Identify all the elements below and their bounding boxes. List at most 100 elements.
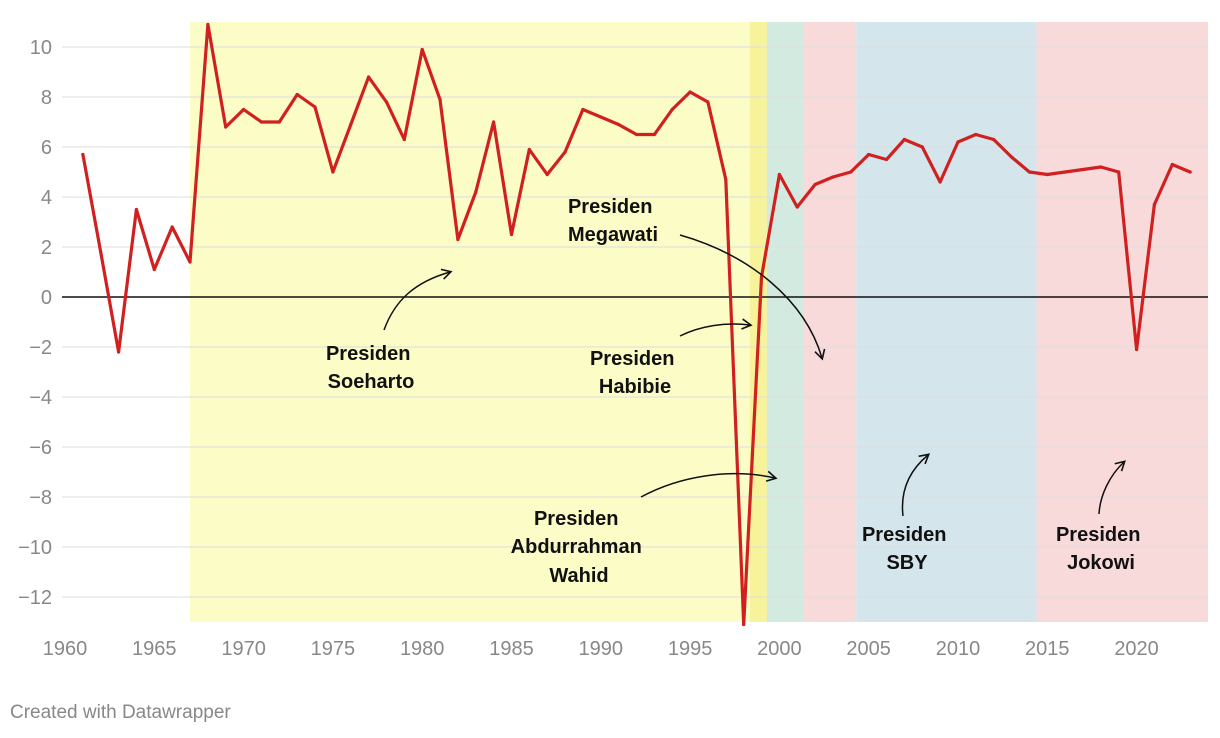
data-point-2008 xyxy=(920,145,924,149)
x-tick-label: 2005 xyxy=(846,638,891,660)
label-habibie: Presiden Habibie xyxy=(590,348,680,398)
term-band-3 xyxy=(803,22,857,622)
data-point-1968 xyxy=(206,22,210,27)
x-tick-label: 1960 xyxy=(43,638,88,660)
data-point-1984 xyxy=(492,120,496,124)
data-point-1990 xyxy=(599,115,603,119)
data-point-1988 xyxy=(563,150,567,154)
data-point-1967 xyxy=(188,260,192,264)
data-point-1971 xyxy=(259,120,264,124)
data-point-1989 xyxy=(581,107,585,112)
data-point-2016 xyxy=(1063,170,1067,174)
data-point-2009 xyxy=(938,180,942,184)
data-point-1996 xyxy=(706,100,710,104)
data-point-2017 xyxy=(1081,167,1085,172)
data-point-1987 xyxy=(545,172,549,177)
data-point-1963 xyxy=(116,350,121,354)
data-points xyxy=(81,22,1192,627)
x-axis-ticks: 1960 1965 1970 1975 1980 1985 1990 1995 2000 2005… xyxy=(43,638,1159,660)
arrow-soeharto xyxy=(383,268,453,331)
data-point-2001 xyxy=(795,205,799,209)
x-tick-label: 1980 xyxy=(400,638,445,660)
data-point-1997 xyxy=(724,177,728,182)
data-point-1982 xyxy=(456,237,460,242)
data-point-2020 xyxy=(1134,347,1139,352)
data-point-1995 xyxy=(688,90,692,94)
term-band-5 xyxy=(1036,22,1208,622)
x-tick-label: 1985 xyxy=(489,638,534,660)
y-tick-label: 10 xyxy=(30,37,52,59)
term-band-4 xyxy=(856,22,1037,622)
data-point-2014 xyxy=(1027,170,1032,174)
y-tick-label: −12 xyxy=(18,587,52,609)
data-point-2019 xyxy=(1117,170,1121,174)
data-point-2000 xyxy=(777,172,781,177)
data-point-2012 xyxy=(992,137,996,142)
y-tick-label: 8 xyxy=(41,87,52,109)
data-point-1983 xyxy=(474,190,478,194)
data-point-2023 xyxy=(1188,170,1192,174)
data-point-2003 xyxy=(831,175,835,179)
data-point-2004 xyxy=(849,170,853,174)
y-tick-label: 2 xyxy=(41,237,52,259)
data-point-1976 xyxy=(349,122,353,127)
x-tick-label: 2000 xyxy=(757,638,802,660)
x-tick-label: 1965 xyxy=(132,638,177,660)
data-point-1964 xyxy=(134,207,139,212)
data-point-1970 xyxy=(241,107,246,112)
data-point-1973 xyxy=(295,92,299,97)
data-point-1961 xyxy=(81,152,85,157)
annotation-arrows xyxy=(383,234,1126,517)
y-axis-ticks: 10 8 6 4 2 0 −2 −4 −6 −8 −10 −12 xyxy=(18,37,52,609)
label-wahid: Presiden Abdurrahman Wahid xyxy=(511,508,648,587)
data-point-2005 xyxy=(867,152,871,157)
data-point-1977 xyxy=(367,75,371,79)
data-point-1991 xyxy=(617,122,621,127)
y-tick-label: 0 xyxy=(41,287,52,309)
data-point-2011 xyxy=(974,132,978,137)
data-point-2007 xyxy=(902,137,906,142)
x-tick-label: 2015 xyxy=(1025,638,1070,660)
data-point-1978 xyxy=(384,100,389,104)
data-point-2013 xyxy=(1009,155,1014,159)
x-tick-label: 2020 xyxy=(1114,638,1159,660)
data-point-2010 xyxy=(956,140,960,144)
data-point-1974 xyxy=(313,105,317,109)
data-point-1986 xyxy=(527,147,531,152)
data-point-1980 xyxy=(420,47,424,52)
data-point-2018 xyxy=(1099,165,1103,169)
x-tick-label: 1995 xyxy=(668,638,713,660)
arrow-jokowi xyxy=(1098,460,1126,515)
data-point-1979 xyxy=(402,137,406,142)
arrow-wahid xyxy=(640,470,778,498)
y-tick-label: 6 xyxy=(41,137,52,159)
data-point-1992 xyxy=(634,132,639,137)
y-tick-label: −4 xyxy=(29,387,52,409)
y-tick-label: −2 xyxy=(29,337,52,359)
x-tick-label: 1975 xyxy=(311,638,356,660)
data-point-1994 xyxy=(670,107,674,112)
term-band-2 xyxy=(766,22,804,622)
data-point-1993 xyxy=(652,132,656,137)
president-term-bands xyxy=(190,22,1208,622)
data-point-1998 xyxy=(742,622,746,627)
data-point-1975 xyxy=(331,170,335,174)
data-point-1965 xyxy=(152,267,156,272)
y-tick-label: −8 xyxy=(29,487,52,509)
data-point-1981 xyxy=(438,97,442,102)
y-tick-label: −10 xyxy=(18,537,52,559)
data-point-1972 xyxy=(277,120,281,124)
x-tick-label: 1990 xyxy=(579,638,624,660)
label-sby: Presiden SBY xyxy=(862,524,952,574)
x-tick-label: 1970 xyxy=(221,638,266,660)
data-point-1962 xyxy=(99,250,103,254)
datawrapper-credit: Created with Datawrapper xyxy=(10,702,231,723)
label-jokowi: Presiden Jokowi xyxy=(1056,524,1146,574)
data-point-2021 xyxy=(1152,202,1157,207)
arrow-megawati xyxy=(679,234,826,361)
y-tick-label: 4 xyxy=(41,187,52,209)
data-point-2006 xyxy=(884,157,889,162)
arrow-sby xyxy=(901,453,931,517)
x-tick-label: 2010 xyxy=(936,638,981,660)
